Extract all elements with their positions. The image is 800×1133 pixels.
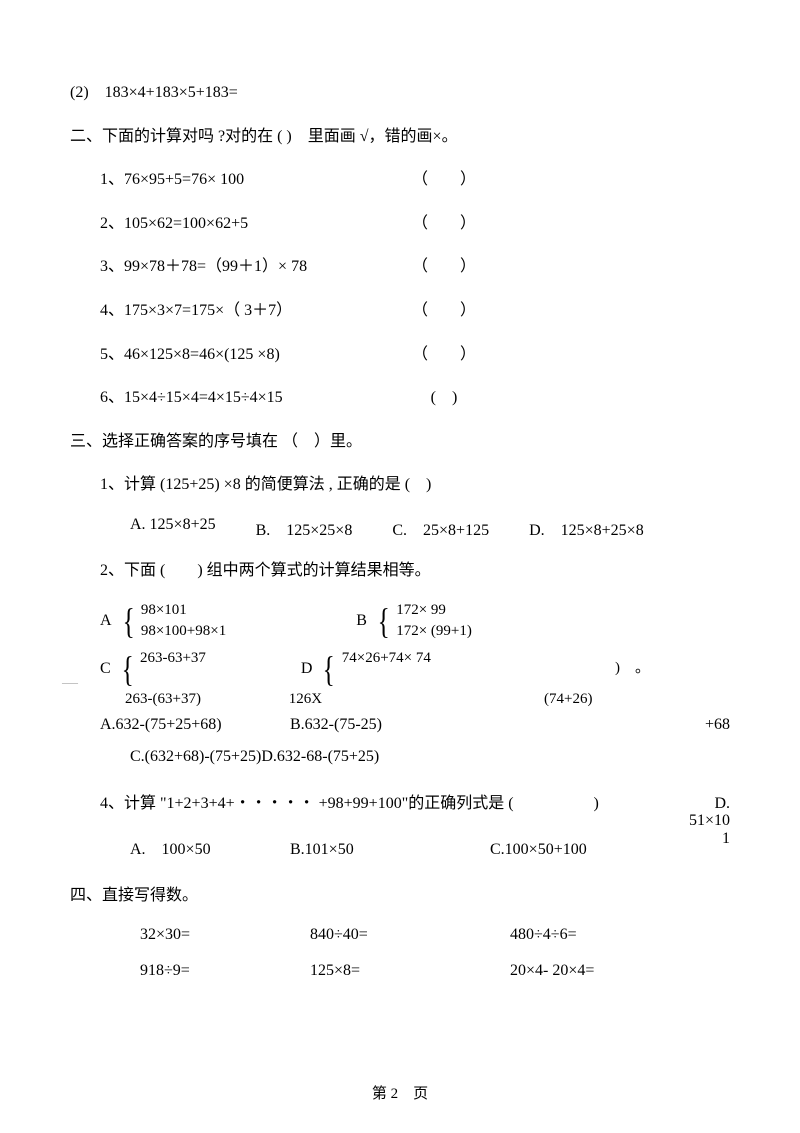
- q4-d-mid: 51×10: [689, 812, 730, 830]
- answer-paren[interactable]: （ ）: [404, 211, 484, 237]
- brace-side-text: ) 。: [615, 656, 650, 677]
- sec2-item-1: 1、76×95+5=76× 100 （ ）: [70, 167, 730, 193]
- sec2-item-6: 6、15×4÷15×4=4×15÷4×15 ( ): [70, 385, 730, 411]
- brace-c-label: C: [100, 660, 115, 678]
- answer-paren[interactable]: （ ）: [404, 342, 484, 368]
- section-4-title: 四、直接写得数。: [70, 883, 730, 909]
- brace-d-7426: (74+26): [413, 691, 593, 708]
- q4-d-bot: 1: [689, 830, 730, 848]
- brace-c-spacer: [140, 671, 206, 689]
- sec2-item-4-text: 4、175×3×7=175×（ 3＋7）: [100, 298, 400, 324]
- q3-option-d[interactable]: D.632-68-(75+25): [261, 748, 379, 765]
- section-2-title: 二、下面的计算对吗 ?对的在 ( ) 里面画 √，错的画×。: [70, 124, 730, 150]
- sec2-item-6-text: 6、15×4÷15×4=4×15÷4×15: [100, 385, 400, 411]
- answer-paren[interactable]: ( ): [404, 385, 484, 411]
- brace-d-line1: 74×26+74× 74: [342, 650, 431, 667]
- option-a[interactable]: A. 125×8+25: [130, 516, 216, 540]
- sec2-item-5-text: 5、46×125×8=46×(125 ×8): [100, 342, 400, 368]
- option-a-group[interactable]: A { 98×101 98×100+98×1: [100, 602, 226, 640]
- brace-c-line2: 263-(63+37): [125, 691, 285, 708]
- calc-2-1[interactable]: 918÷9=: [140, 962, 310, 980]
- sec2-item-3-text: 3、99×78＋78=（99＋1）× 78: [100, 254, 400, 280]
- option-b-group[interactable]: B { 172× 99 172× (99+1): [356, 602, 472, 640]
- brace-d-spacer: [342, 671, 431, 689]
- q3-option-a[interactable]: A.632-(75+25+68): [100, 716, 290, 734]
- sec3-q4-text: 4、计算 "1+2+3+4+・・・・・ +98+99+100"的正确列式是 ( …: [100, 795, 599, 812]
- option-b[interactable]: B. 125×25×8: [256, 516, 353, 540]
- option-d-group[interactable]: D { 74×26+74× 74: [301, 650, 431, 689]
- q3-extra: +68: [655, 716, 730, 734]
- calc-1-2[interactable]: 840÷40=: [310, 926, 510, 944]
- page-number: 第 2 页: [0, 1082, 800, 1103]
- sec3-q4-options: A. 100×50 B.101×50 C.100×50+100 D. 51×10…: [70, 835, 730, 859]
- sec2-item-2: 2、105×62=100×62+5 （ ）: [70, 211, 730, 237]
- calc-row-1: 32×30= 840÷40= 480÷4÷6=: [70, 926, 730, 944]
- q4-option-b[interactable]: B.101×50: [290, 841, 490, 859]
- q3-option-c[interactable]: C.(632+68)-(75+25): [130, 748, 261, 765]
- brace-d-label: D: [301, 660, 317, 678]
- brace-c-line1: 263-63+37: [140, 650, 206, 667]
- sec3-q3-row2: C.(632+68)-(75+25)D.632-68-(75+25): [70, 744, 730, 770]
- sec2-item-3: 3、99×78＋78=（99＋1）× 78 （ ）: [70, 254, 730, 280]
- sec2-item-4: 4、175×3×7=175×（ 3＋7） （ ）: [70, 298, 730, 324]
- brace-a-line1: 98×101: [141, 602, 226, 619]
- calc-1-3[interactable]: 480÷4÷6=: [510, 926, 730, 944]
- sec2-item-2-text: 2、105×62=100×62+5: [100, 211, 400, 237]
- option-d[interactable]: D. 125×8+25×8: [529, 516, 644, 540]
- q4-d-top: D.: [689, 795, 730, 813]
- answer-paren[interactable]: （ ）: [404, 298, 484, 324]
- option-c[interactable]: C. 25×8+125: [392, 516, 489, 540]
- brace-b-label: B: [356, 612, 371, 630]
- calc-2-2[interactable]: 125×8=: [310, 962, 510, 980]
- sec2-item-5: 5、46×125×8=46×(125 ×8) （ ）: [70, 342, 730, 368]
- question-2: (2) 183×4+183×5+183=: [70, 80, 730, 106]
- option-c-group[interactable]: C { 263-63+37: [100, 650, 206, 689]
- q3-option-b[interactable]: B.632-(75-25): [290, 716, 515, 734]
- brace-row-1: A { 98×101 98×100+98×1 B { 172× 99 172× …: [70, 602, 730, 640]
- brace-b-line2: 172× (99+1): [396, 623, 472, 640]
- q4-option-a[interactable]: A. 100×50: [130, 835, 290, 859]
- brace-icon: {: [121, 651, 133, 687]
- calc-row-2: 918÷9= 125×8= 20×4- 20×4=: [70, 962, 730, 980]
- brace-icon: {: [377, 603, 389, 639]
- brace-bottom-row: 263-(63+37) 126X (74+26): [70, 691, 730, 708]
- brace-d-126x: 126X: [289, 691, 409, 708]
- sec3-q2: 2、下面 ( ) 组中两个算式的计算结果相等。: [70, 558, 730, 584]
- calc-1-1[interactable]: 32×30=: [140, 926, 310, 944]
- sec3-q3-row1: A.632-(75+25+68) B.632-(75-25) +68: [70, 716, 730, 734]
- brace-a-line2: 98×100+98×1: [141, 623, 226, 640]
- sec2-item-1-text: 1、76×95+5=76× 100: [100, 167, 400, 193]
- sec3-q1-options: A. 125×8+25 B. 125×25×8 C. 25×8+125 D. 1…: [70, 516, 730, 540]
- brace-icon: {: [323, 651, 335, 687]
- sec3-q4: 4、计算 "1+2+3+4+・・・・・ +98+99+100"的正确列式是 ( …: [70, 791, 730, 817]
- answer-paren[interactable]: （ ）: [404, 254, 484, 280]
- calc-2-3[interactable]: 20×4- 20×4=: [510, 962, 730, 980]
- sec3-q1: 1、计算 (125+25) ×8 的简便算法 , 正确的是 ( ): [70, 472, 730, 498]
- tiny-mark: ――: [62, 678, 78, 687]
- brace-a-label: A: [100, 612, 116, 630]
- q4-option-c[interactable]: C.100×50+100: [490, 841, 640, 859]
- brace-icon: {: [122, 603, 134, 639]
- answer-paren[interactable]: （ ）: [404, 167, 484, 193]
- brace-b-line1: 172× 99: [396, 602, 472, 619]
- brace-row-2: C { 263-63+37 D { 74×26+74× 74 ) 。 ――: [70, 650, 730, 689]
- section-3-title: 三、选择正确答案的序号填在 （ ）里。: [70, 429, 730, 455]
